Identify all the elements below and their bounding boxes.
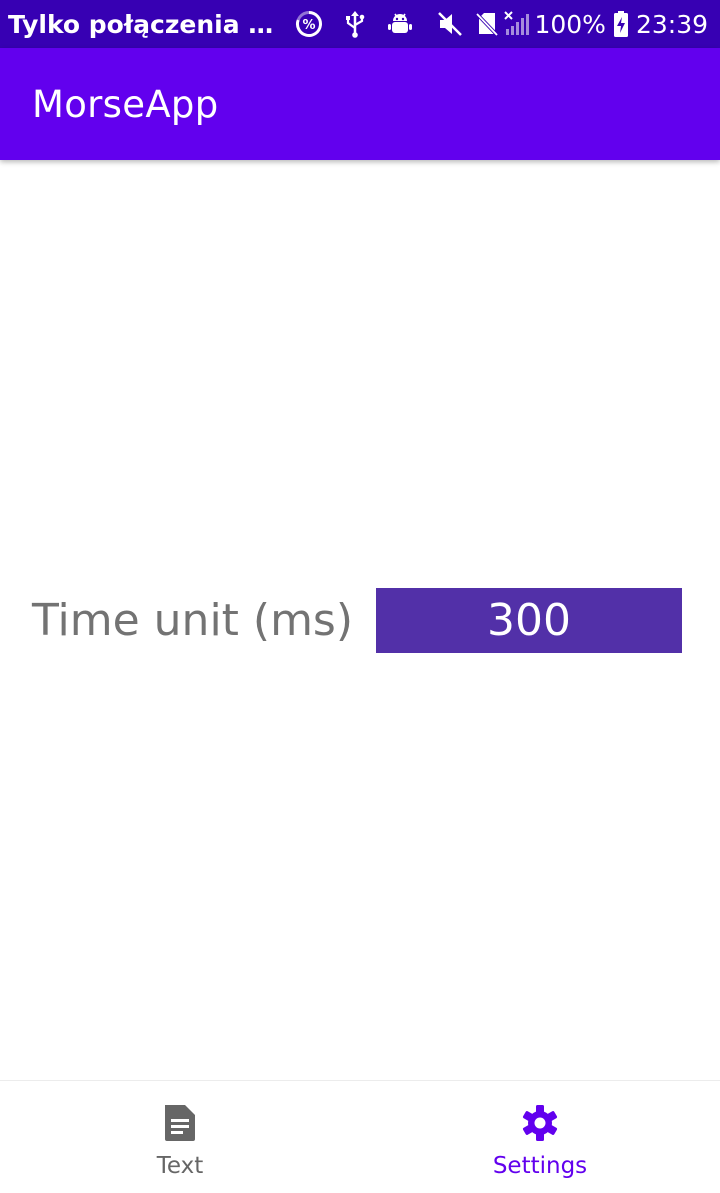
- nav-item-settings[interactable]: Settings: [360, 1081, 720, 1193]
- battery-charging-icon: [612, 0, 630, 48]
- app-bar: MorseApp: [0, 48, 720, 160]
- no-sim-icon: [474, 0, 500, 48]
- mute-icon: [436, 0, 464, 48]
- bottom-navigation: Text Settings: [0, 1080, 720, 1193]
- nav-label-settings: Settings: [492, 1153, 588, 1179]
- status-icons: %: [294, 0, 708, 48]
- status-time: 23:39: [635, 9, 708, 39]
- time-unit-setting-row: Time unit (ms): [0, 588, 720, 654]
- app-title: MorseApp: [32, 82, 219, 126]
- battery-percentage: 100%: [534, 9, 606, 39]
- document-icon: [160, 1103, 200, 1143]
- nav-label-text: Text: [156, 1153, 204, 1179]
- notification-title: Tylko połączenia alarmowe: [8, 9, 288, 39]
- data-saver-icon: %: [294, 0, 324, 48]
- time-unit-label: Time unit (ms): [32, 595, 354, 646]
- gear-icon: [520, 1103, 560, 1143]
- time-unit-input[interactable]: [376, 588, 682, 653]
- usb-icon: [342, 0, 368, 48]
- no-signal-icon: [504, 0, 530, 48]
- status-bar: Tylko połączenia alarmowe %: [0, 0, 720, 48]
- svg-text:%: %: [303, 18, 316, 33]
- nav-item-text[interactable]: Text: [0, 1081, 360, 1193]
- android-debug-icon: [386, 0, 414, 48]
